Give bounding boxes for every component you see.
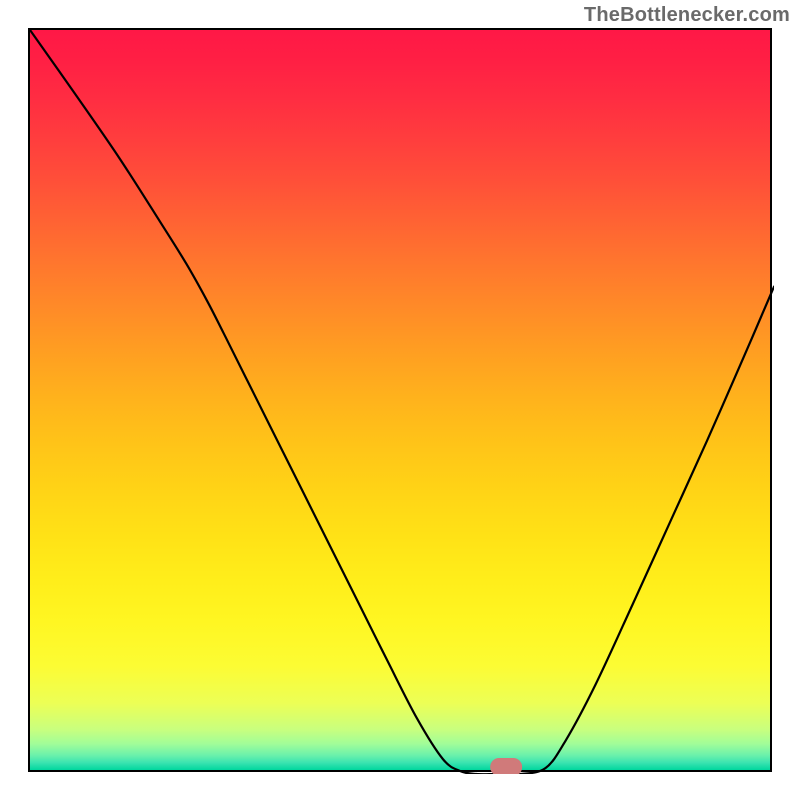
optimal-marker (490, 758, 522, 774)
watermark-label: TheBottlenecker.com (584, 4, 790, 27)
plot-overlay-svg (30, 30, 774, 774)
chart-canvas: TheBottlenecker.com (0, 0, 800, 800)
bottleneck-curve (30, 30, 774, 774)
plot-area (28, 28, 772, 772)
